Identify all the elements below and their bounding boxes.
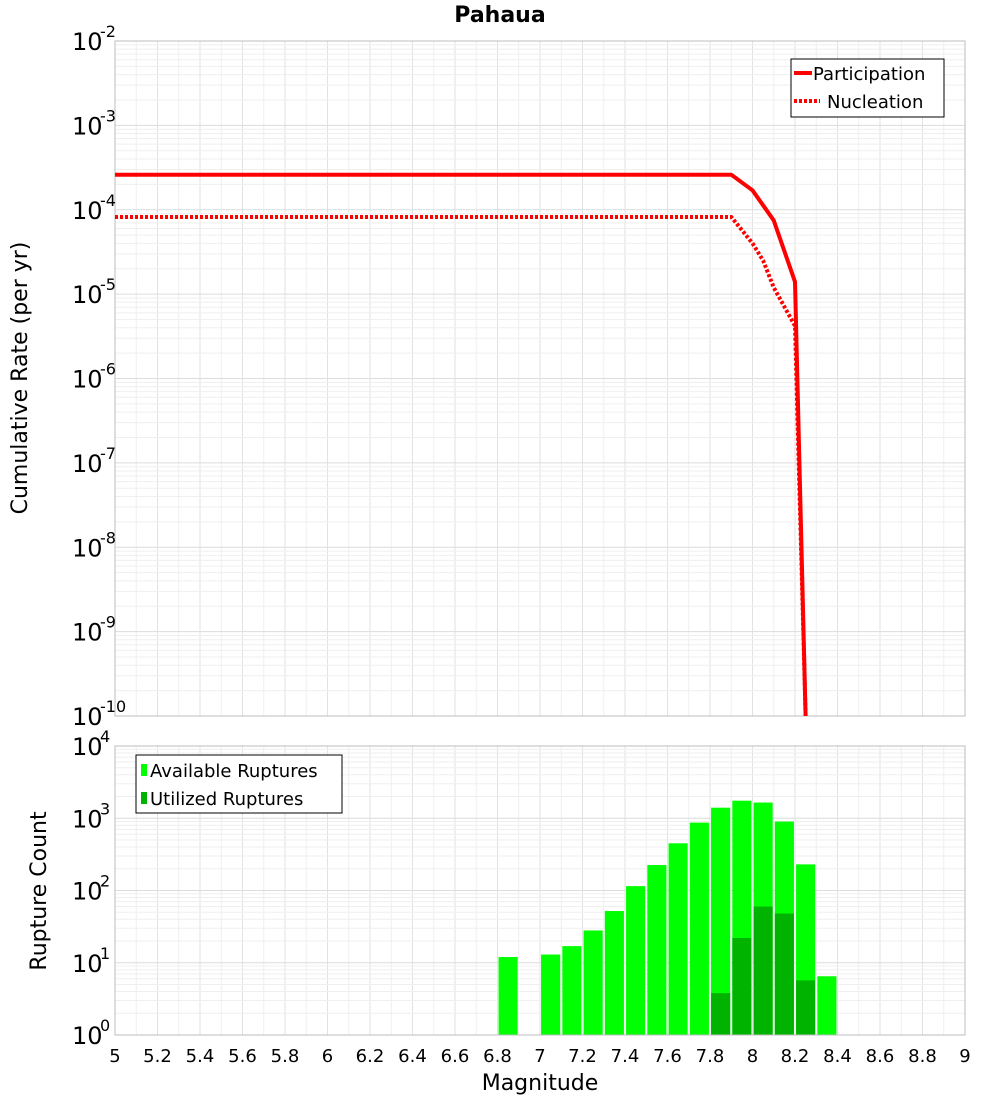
y-tick-exponent: -8 [100, 528, 116, 547]
y-tick-label: 10 [72, 28, 103, 56]
y-tick-label: 10 [72, 805, 103, 833]
utilized-legend-swatch [141, 792, 147, 804]
x-tick-label: 7 [534, 1046, 545, 1067]
available-rupture-bar [689, 822, 709, 1035]
utilized-rupture-bar [711, 993, 731, 1035]
available-rupture-bar [711, 807, 731, 1035]
y-tick-exponent: -10 [100, 697, 126, 716]
rate-legend: Participation Nucleation [790, 58, 945, 118]
x-tick-label: 8.4 [823, 1046, 852, 1067]
utilized-legend-label: Utilized Ruptures [150, 789, 303, 810]
rate-y-axis-title: Cumulative Rate (per yr) [8, 242, 33, 515]
chart-title: Pahaua [454, 3, 545, 28]
rupture-plot-x-ticks: 5 5.2 5.4 5.6 5.8 6 6.2 6.4 6.6 6.8 7 7.2 7.4 7.6 7.8 8… [109, 1046, 970, 1067]
y-tick-label: 10 [72, 1022, 103, 1050]
y-tick-exponent: 3 [100, 799, 110, 818]
x-tick-label: 7.6 [653, 1046, 682, 1067]
x-tick-label: 8 [747, 1046, 758, 1067]
y-tick-label: 10 [72, 950, 103, 978]
y-tick-exponent: -2 [100, 22, 116, 41]
y-tick-label: 10 [72, 450, 103, 478]
y-tick-exponent: -9 [100, 613, 116, 632]
rupture-plot-bars [498, 800, 837, 1035]
x-tick-label: 6.2 [356, 1046, 385, 1067]
nucleation-line [115, 215, 808, 717]
available-legend-swatch [141, 764, 147, 776]
rate-plot-lines [115, 172, 808, 717]
available-rupture-bar [817, 976, 837, 1035]
available-rupture-bar [604, 911, 624, 1035]
x-tick-label: 5.2 [143, 1046, 172, 1067]
y-tick-exponent: 4 [100, 727, 110, 746]
y-tick-exponent: 0 [100, 1016, 110, 1035]
utilized-rupture-bar [753, 906, 773, 1035]
x-tick-label: 6.4 [398, 1046, 427, 1067]
y-tick-exponent: -5 [100, 275, 116, 294]
x-tick-label: 7.2 [568, 1046, 597, 1067]
y-tick-exponent: -6 [100, 360, 116, 379]
x-tick-label: 6.6 [441, 1046, 470, 1067]
available-rupture-bar [541, 954, 561, 1035]
utilized-rupture-bar [796, 980, 816, 1035]
rupture-legend-box [135, 754, 343, 814]
x-tick-label: 8.2 [781, 1046, 810, 1067]
y-tick-exponent: 2 [100, 872, 110, 891]
y-tick-label: 10 [72, 197, 103, 225]
x-tick-label: 5.8 [271, 1046, 300, 1067]
y-tick-label: 10 [72, 619, 103, 647]
utilized-rupture-bar [774, 913, 794, 1035]
y-tick-exponent: -3 [100, 106, 116, 125]
available-rupture-bar [647, 865, 667, 1035]
y-tick-exponent: -4 [100, 191, 116, 210]
x-tick-label: 8.8 [908, 1046, 937, 1067]
x-tick-label: 7.8 [696, 1046, 725, 1067]
y-tick-label: 10 [72, 366, 103, 394]
x-tick-label: 5.6 [228, 1046, 257, 1067]
rupture-plot-frame [114, 745, 966, 1036]
available-rupture-bar [562, 946, 582, 1035]
y-tick-label: 10 [72, 534, 103, 562]
x-tick-label: 6.8 [483, 1046, 512, 1067]
available-rupture-bar [498, 957, 518, 1035]
x-tick-label: 5.4 [186, 1046, 215, 1067]
available-legend-label: Available Ruptures [150, 761, 318, 782]
y-tick-label: 10 [72, 733, 103, 761]
rate-plot-grid [114, 41, 966, 717]
x-tick-label: 9 [959, 1046, 970, 1067]
rate-plot-y-ticks: 10-210-310-410-510-610-710-810-910-10 [72, 22, 126, 731]
y-tick-exponent: -7 [100, 444, 116, 463]
rate-plot: 10-210-310-410-510-610-710-810-910-10 Cu… [8, 22, 966, 731]
x-tick-label: 7.4 [611, 1046, 640, 1067]
x-tick-label: 5 [109, 1046, 120, 1067]
y-tick-label: 10 [72, 112, 103, 140]
utilized-rupture-bar [732, 938, 752, 1035]
y-tick-exponent: 1 [100, 944, 110, 963]
available-rupture-bar [668, 843, 688, 1035]
rate-plot-frame [114, 40, 966, 717]
y-tick-label: 10 [72, 703, 103, 731]
available-rupture-bar [583, 930, 603, 1035]
y-tick-label: 10 [72, 281, 103, 309]
y-tick-label: 10 [72, 878, 103, 906]
participation-legend-label: Participation [813, 64, 925, 85]
available-rupture-bar [626, 886, 646, 1035]
rupture-y-axis-title: Rupture Count [27, 811, 52, 971]
rate-legend-box [790, 58, 945, 118]
rupture-legend: Available Ruptures Utilized Ruptures [135, 754, 343, 814]
x-tick-label: 8.6 [866, 1046, 895, 1067]
nucleation-legend-label: Nucleation [827, 92, 923, 113]
x-tick-label: 6 [322, 1046, 333, 1067]
x-axis-title: Magnitude [482, 1071, 599, 1096]
